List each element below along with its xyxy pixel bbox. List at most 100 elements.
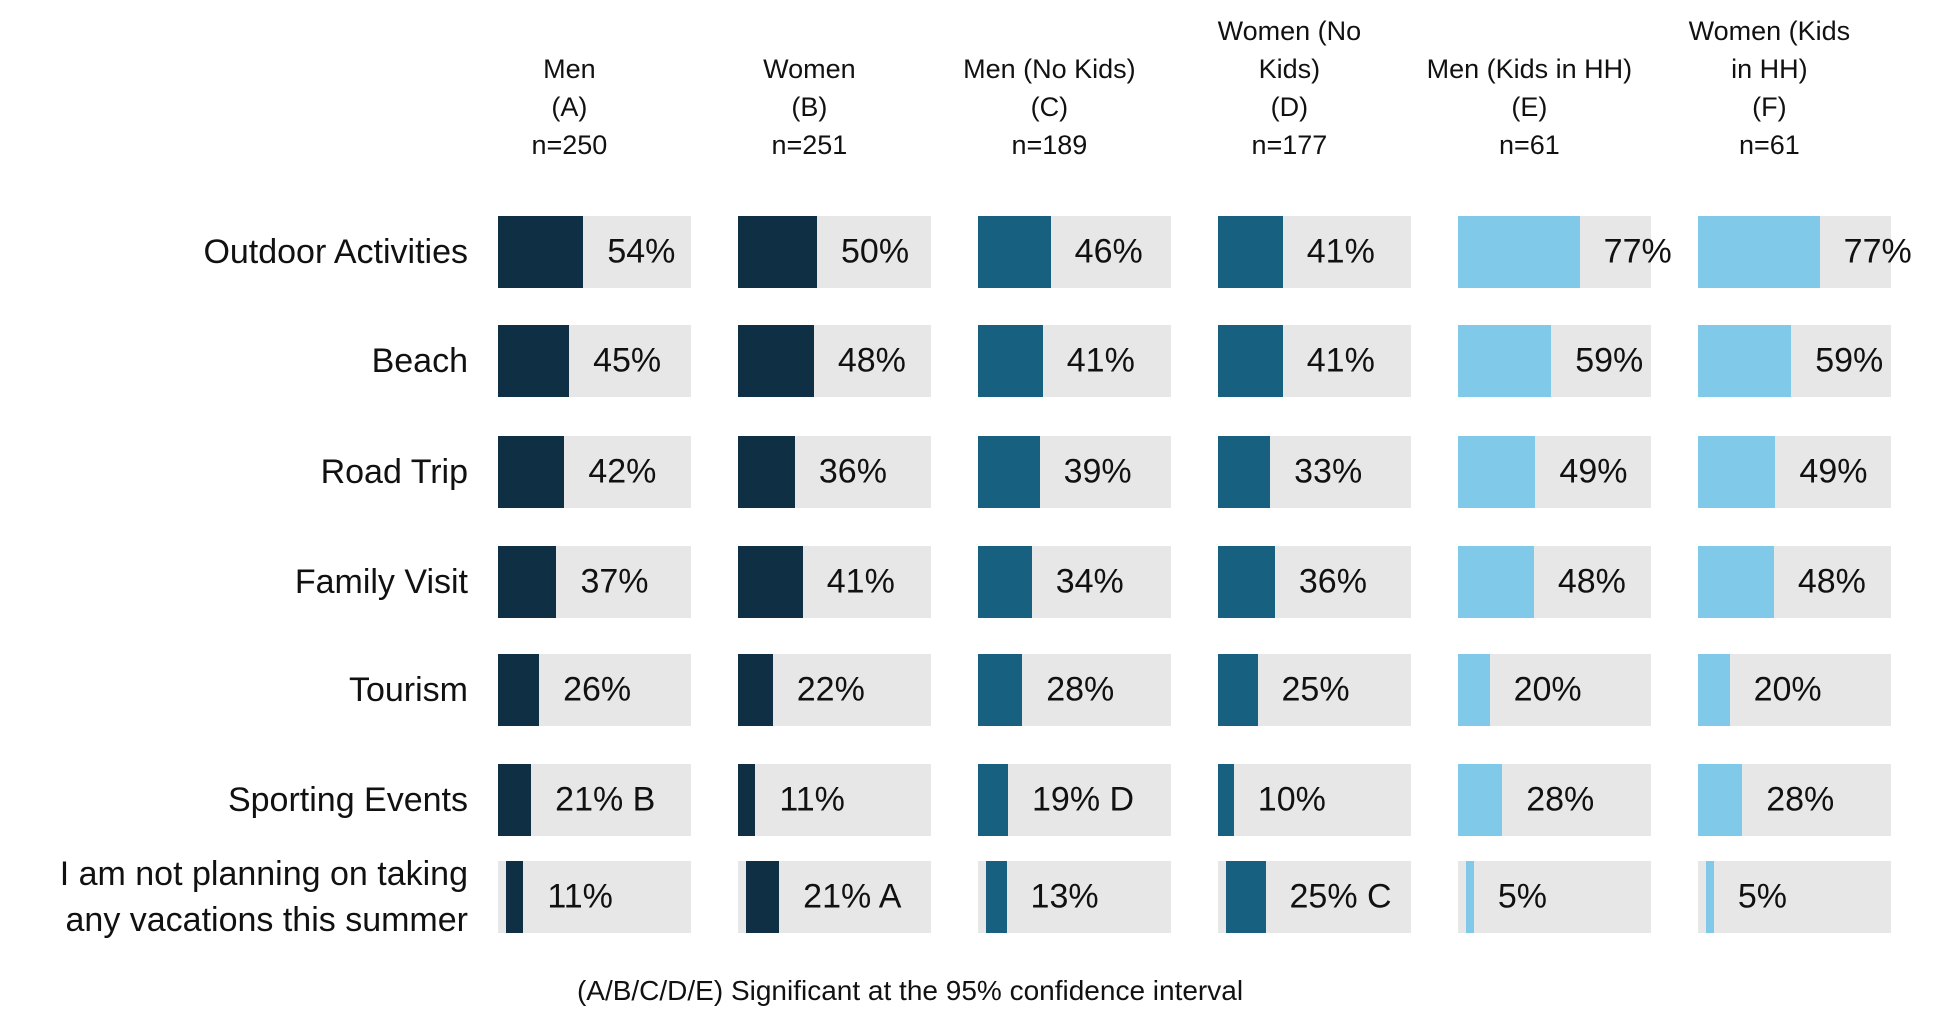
bar <box>1226 861 1266 933</box>
value-label: 25% C <box>1289 877 1392 916</box>
category-label: Sporting Events <box>227 781 468 819</box>
bar <box>1218 764 1234 836</box>
bar <box>1698 764 1743 836</box>
value-label: 11% <box>547 877 613 916</box>
value-label: 34% <box>1055 562 1124 601</box>
value-label: 36% <box>1298 562 1367 601</box>
value-label: 42% <box>588 452 657 491</box>
bar <box>506 861 524 933</box>
bar <box>498 764 532 836</box>
value-label: 20% <box>1513 670 1582 709</box>
value-label: 39% <box>1063 452 1132 491</box>
value-label: 5% <box>1497 877 1548 916</box>
bar <box>1698 325 1792 397</box>
bar <box>498 325 570 397</box>
bar <box>978 436 1040 508</box>
value-label: 28% <box>1766 780 1835 819</box>
value-label: 26% <box>563 670 632 709</box>
bar <box>978 546 1032 618</box>
value-label: 33% <box>1294 452 1363 491</box>
bar <box>1218 216 1283 288</box>
value-label: 77% <box>1843 232 1912 271</box>
bar-background <box>1698 654 1891 726</box>
category-label: I am not planning on taking any vacation… <box>59 855 468 939</box>
value-label: 41% <box>826 562 895 601</box>
bar <box>1706 861 1714 933</box>
value-label: 46% <box>1074 232 1143 271</box>
bar <box>1698 216 1820 288</box>
series-header: Men (Kids in HH) (E) n=61 <box>1426 54 1633 160</box>
value-label: 50% <box>841 232 910 271</box>
bar <box>498 436 565 508</box>
bar-background <box>978 861 1171 933</box>
bar <box>978 325 1043 397</box>
value-label: 36% <box>818 452 887 491</box>
value-label: 48% <box>1557 562 1626 601</box>
value-label: 48% <box>837 341 906 380</box>
category-label: Family Visit <box>294 563 468 601</box>
value-label: 41% <box>1306 232 1375 271</box>
value-label: 13% <box>1030 877 1099 916</box>
bar <box>738 436 795 508</box>
bar <box>1458 546 1534 618</box>
bar <box>978 216 1051 288</box>
bar <box>978 764 1009 836</box>
bar <box>738 546 803 618</box>
value-label: 41% <box>1306 341 1375 380</box>
bar-background <box>1458 861 1651 933</box>
value-label: 20% <box>1753 670 1822 709</box>
category-label: Tourism <box>348 671 468 709</box>
series-header: Women (Kids in HH) (F) n=61 <box>1688 16 1851 160</box>
bar <box>498 546 557 618</box>
bar <box>978 654 1023 726</box>
bar <box>738 325 814 397</box>
value-label: 59% <box>1575 341 1644 380</box>
bar-background <box>978 764 1171 836</box>
series-header: Men (No Kids) (C) n=189 <box>963 54 1136 160</box>
bar <box>1458 654 1490 726</box>
category-label: Beach <box>371 342 468 380</box>
bar <box>1698 436 1776 508</box>
bar-background <box>498 861 691 933</box>
value-label: 54% <box>607 232 676 271</box>
value-label: 48% <box>1797 562 1866 601</box>
category-label: Outdoor Activities <box>203 233 468 271</box>
bar <box>746 861 780 933</box>
value-label: 28% <box>1046 670 1115 709</box>
bar <box>1218 654 1258 726</box>
bar <box>1218 325 1283 397</box>
bar-background <box>1218 764 1411 836</box>
value-label: 45% <box>593 341 662 380</box>
value-label: 21% B <box>555 780 656 819</box>
bar <box>1458 216 1580 288</box>
value-label: 49% <box>1559 452 1628 491</box>
bar-background <box>1458 654 1651 726</box>
value-label: 22% <box>796 670 865 709</box>
bar <box>1458 436 1536 508</box>
series-header: Women (B) n=251 <box>763 54 856 160</box>
bar <box>1218 546 1275 618</box>
bar <box>738 654 773 726</box>
category-label: Road Trip <box>320 453 468 491</box>
bar <box>1218 436 1271 508</box>
bar <box>1698 654 1730 726</box>
bar <box>738 216 817 288</box>
bar <box>738 764 756 836</box>
value-label: 59% <box>1815 341 1884 380</box>
value-label: 19% D <box>1032 780 1135 819</box>
bar <box>1466 861 1474 933</box>
bar <box>1458 325 1552 397</box>
value-label: 28% <box>1526 780 1595 819</box>
series-header: Women (No Kids) (D) n=177 <box>1217 16 1362 160</box>
value-label: 77% <box>1603 232 1672 271</box>
bar-background <box>1698 861 1891 933</box>
value-label: 11% <box>779 780 845 819</box>
bar <box>498 216 584 288</box>
value-label: 41% <box>1066 341 1135 380</box>
value-label: 10% <box>1257 780 1326 819</box>
bar <box>498 654 540 726</box>
bar-background <box>738 764 931 836</box>
value-label: 5% <box>1737 877 1788 916</box>
bar <box>1698 546 1774 618</box>
